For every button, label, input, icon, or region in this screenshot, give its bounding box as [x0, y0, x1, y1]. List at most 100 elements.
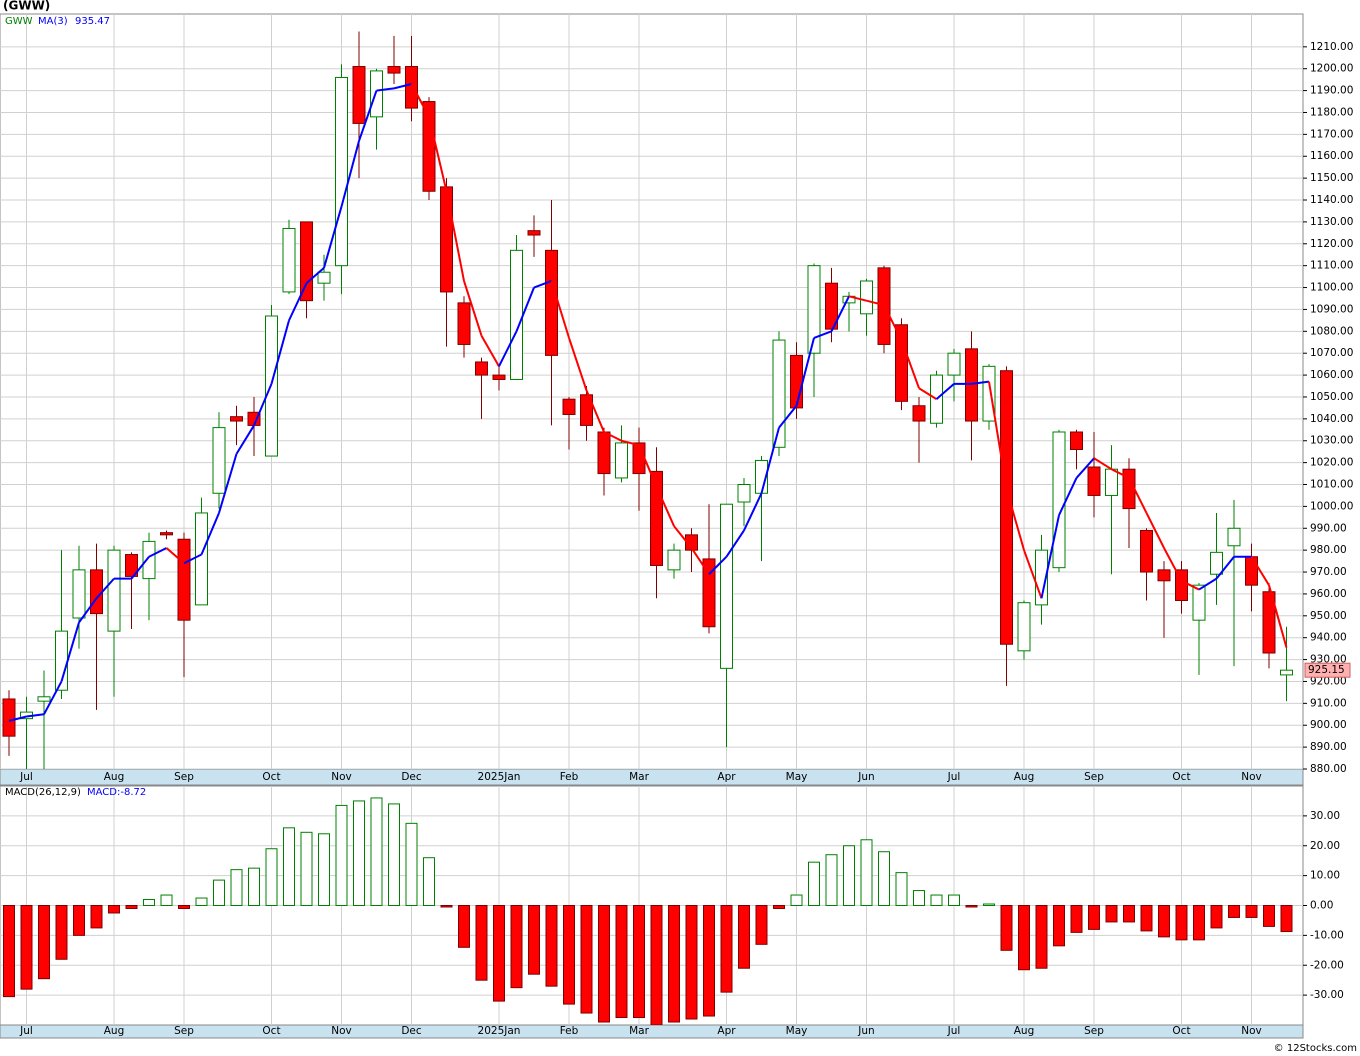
x-tick-label: Sep: [1084, 771, 1104, 783]
candle-body: [1140, 529, 1153, 573]
ticker-title: (GWW): [3, 0, 50, 13]
ma-segment: [638, 444, 658, 488]
ma-segment: [95, 577, 115, 599]
ma-segment: [148, 547, 167, 558]
macd-bar: [738, 905, 750, 969]
macd-bar: [755, 905, 768, 945]
x-tick-label: Nov: [1241, 1025, 1262, 1037]
macd-plot: [0, 786, 1303, 1025]
y-tick-label: 30.00: [1310, 810, 1340, 822]
x-tick-label: Oct: [1172, 771, 1190, 783]
macd-bar: [405, 822, 418, 906]
ma-segment: [463, 280, 483, 337]
ma-segment: [1181, 579, 1200, 591]
ma-segment: [288, 282, 308, 321]
y-tick-label: 930.00: [1310, 654, 1347, 666]
macd-bar: [580, 905, 593, 1014]
ma-segment: [165, 547, 185, 565]
last-price-label: 925.15: [1308, 664, 1345, 676]
macd-bar: [808, 861, 820, 907]
x-tick-label: Aug: [1014, 1025, 1035, 1037]
y-tick-label: 1050.00: [1310, 391, 1353, 403]
macd-bar: [1123, 905, 1135, 923]
x-tick-label: Dec: [401, 1025, 422, 1037]
candle-body: [982, 365, 996, 422]
candle-body: [1262, 591, 1276, 654]
ma-segment: [1075, 457, 1095, 479]
macd-bar: [38, 905, 50, 980]
macd-bar: [1193, 905, 1205, 941]
ma-segment: [1215, 556, 1235, 580]
macd-bar: [1140, 905, 1153, 932]
candle-body: [947, 352, 961, 376]
macd-bar: [703, 905, 715, 1017]
ma-segment: [673, 525, 693, 549]
y-tick-label: 950.00: [1310, 610, 1347, 622]
y-tick-label: 20.00: [1310, 840, 1340, 852]
candle-body: [597, 431, 611, 475]
ma-segment: [183, 553, 202, 565]
candle-body: [895, 324, 908, 402]
ma-segment: [1198, 577, 1218, 591]
macd-bar: [20, 905, 33, 990]
candle-body: [282, 227, 296, 293]
x-tick-label: Jul: [19, 1025, 33, 1037]
y-tick-label: 980.00: [1310, 544, 1347, 556]
macd-bar: [125, 905, 138, 909]
candle-body: [352, 66, 366, 124]
candle-body: [370, 70, 383, 118]
x-tick-label: 2025Jan: [478, 771, 521, 783]
candle-body: [387, 66, 401, 74]
ma-segment: [778, 405, 798, 429]
ma-segment: [568, 337, 588, 391]
macd-bar: [230, 869, 243, 907]
candle-body: [107, 549, 121, 632]
macd-bar: [318, 833, 330, 906]
candle-body: [1245, 556, 1258, 586]
y-tick-label: 1160.00: [1310, 150, 1353, 162]
ma-segment: [971, 380, 990, 385]
y-tick-label: 970.00: [1310, 566, 1347, 578]
macd-bar: [1053, 905, 1065, 947]
ma-segment: [813, 330, 832, 339]
ma-segment: [515, 287, 535, 332]
macd-bar: [440, 905, 453, 908]
ma-segment: [43, 680, 63, 715]
ma-segment: [235, 424, 255, 455]
macd-bar: [335, 804, 348, 907]
ma-segment: [603, 431, 622, 442]
macd-bar: [598, 905, 610, 1023]
macd-bar: [160, 894, 173, 907]
macd-bar: [90, 905, 103, 929]
candle-body: [702, 558, 716, 628]
x-tick-label: Apr: [717, 1025, 736, 1037]
candle-body: [510, 249, 523, 380]
y-tick-label: 1060.00: [1310, 369, 1353, 381]
macd-bar: [1070, 905, 1083, 933]
x-tick-label: Aug: [104, 1025, 125, 1037]
ma-segment: [1111, 468, 1130, 479]
candle-body: [965, 348, 978, 422]
candle-body: [545, 249, 558, 356]
price-plot: [0, 14, 1303, 769]
legend-value: 935.47: [75, 16, 110, 27]
x-tick-label: Aug: [104, 771, 125, 783]
ma-segment: [830, 295, 850, 332]
candle-body: [562, 398, 576, 415]
candle-body: [335, 76, 348, 267]
y-tick-label: 0.00: [1310, 900, 1333, 912]
y-tick-label: 1130.00: [1310, 216, 1353, 228]
candle-body: [212, 427, 226, 494]
macd-bar: [178, 905, 190, 909]
x-tick-label: Jul: [947, 771, 961, 783]
y-tick-label: 910.00: [1310, 697, 1347, 709]
macd-bar: [265, 848, 278, 906]
y-tick-label: 940.00: [1310, 632, 1347, 644]
y-tick-label: 990.00: [1310, 522, 1347, 534]
ma-segment: [218, 453, 238, 514]
macd-bar: [843, 845, 855, 906]
last-price-box: [1304, 662, 1351, 678]
candle-body: [1280, 669, 1293, 676]
x-tick-label: Apr: [717, 771, 736, 783]
